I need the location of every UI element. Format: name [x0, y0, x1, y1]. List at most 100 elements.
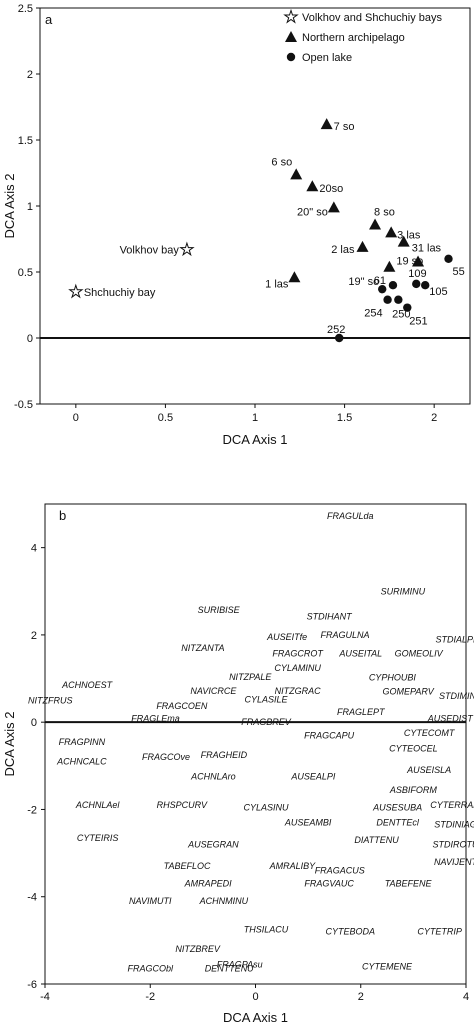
- circle-point: [378, 284, 387, 294]
- y-tick-label: 4: [31, 543, 37, 555]
- legend-marker-triangle: [285, 31, 297, 42]
- circle-point: [412, 279, 421, 289]
- species-label: NITZGRAC: [275, 686, 321, 696]
- circle-point: [403, 303, 412, 312]
- point-label: 250: [392, 309, 410, 321]
- x-axis-title: DCA Axis 1: [223, 1010, 288, 1025]
- species-label: CYTEIRIS: [77, 833, 119, 843]
- x-tick-label: 0.5: [158, 412, 173, 424]
- species-label: CYTEBODA: [325, 927, 375, 937]
- species-label: AMRALIBY: [269, 861, 317, 871]
- species-label: CYTETRIP: [417, 927, 462, 937]
- y-tick-label: 2: [27, 69, 33, 81]
- legend-label: Northern archipelago: [302, 32, 405, 44]
- y-tick-label: 1: [27, 201, 33, 213]
- y-tick-label: -0.5: [14, 399, 33, 411]
- species-label: FRAGBREV: [241, 717, 292, 727]
- species-label: CYTEOCEL: [389, 743, 438, 753]
- circle-point: [335, 333, 344, 343]
- panel-letter: b: [59, 508, 66, 523]
- x-tick-label: 0: [73, 412, 79, 424]
- point-label: 6 so: [271, 156, 292, 168]
- point-label: 251: [409, 316, 427, 328]
- species-label: CYTERRAM: [430, 800, 474, 810]
- y-tick-label: 2.5: [18, 3, 33, 15]
- species-label: TABEFENE: [385, 879, 433, 889]
- species-label: NAVICRCE: [190, 686, 237, 696]
- species-label: STDIMINU: [439, 691, 474, 701]
- star-point: [68, 283, 84, 299]
- legend-label: Volkhov and Shchuchiy bays: [302, 12, 443, 24]
- species-label: AUSEISLA: [406, 765, 451, 775]
- plot-frame: [39, 7, 471, 405]
- species-label: ACHNCALC: [56, 756, 107, 766]
- species-label: AUSESUBA: [372, 802, 422, 812]
- species-label: STDIROTU: [432, 839, 474, 849]
- triangle-point: [327, 201, 340, 213]
- point-label: 1 las: [265, 278, 289, 290]
- legend-marker-circle: [286, 52, 296, 62]
- star-point: [179, 241, 195, 257]
- species-label: FRAGULda: [327, 511, 374, 521]
- point-label: 20" so: [297, 206, 328, 218]
- species-label: NAVIMUTI: [129, 896, 172, 906]
- species-label: DENTTEcl: [376, 818, 420, 828]
- x-tick-label: -4: [40, 991, 50, 1003]
- y-tick-label: -4: [27, 892, 37, 904]
- species-label: AUSEAMBI: [284, 818, 332, 828]
- triangle-point: [288, 271, 301, 283]
- triangle-point: [383, 260, 396, 272]
- species-label: AUSEALPI: [290, 772, 336, 782]
- species-label: FRAGACUS: [315, 866, 365, 876]
- point-label: 2 las: [331, 244, 355, 256]
- species-label: FRAGLEma: [131, 713, 180, 723]
- x-tick-label: 1: [252, 412, 258, 424]
- point-label: 55: [453, 266, 465, 278]
- legend-label: Open lake: [302, 52, 352, 64]
- series-star: Volkhov bay Shchuchiy bay: [68, 241, 195, 299]
- species-label: FRAGHEID: [201, 750, 248, 760]
- y-tick-label: -2: [27, 804, 37, 816]
- x-tick-label: 1.5: [337, 412, 352, 424]
- species-label: NAVIJENT: [434, 857, 474, 867]
- species-label: DIATTENU: [354, 835, 399, 845]
- point-label: 20so: [319, 183, 343, 195]
- point-label: 19" so: [348, 276, 379, 288]
- species-label: ACHNLAro: [190, 772, 236, 782]
- x-tick-label: 4: [463, 991, 469, 1003]
- y-axis-title: DCA Axis 2: [2, 711, 17, 776]
- point-label: 3 las: [397, 229, 421, 241]
- species-label: STDIALPI: [435, 634, 474, 644]
- y-tick-label: 2: [31, 630, 37, 642]
- species-label: ACHNOEST: [61, 680, 114, 690]
- species-label: NITZFRUS: [28, 695, 73, 705]
- x-axis-title: DCA Axis 1: [222, 432, 287, 447]
- point-label: Volkhov bay: [120, 245, 180, 257]
- species-label: FRAGCAPU: [304, 730, 355, 740]
- species-label: NITZANTA: [181, 643, 224, 653]
- y-tick-label: 0: [27, 333, 33, 345]
- triangle-point: [356, 240, 369, 252]
- point-label: Shchuchiy bay: [84, 287, 156, 299]
- species-label: GOMEOLIV: [395, 649, 444, 659]
- point-label: 252: [327, 324, 345, 336]
- species-label: CYLAMINU: [274, 663, 321, 673]
- triangle-point: [320, 118, 333, 130]
- species-label: ACHNLAel: [75, 800, 121, 810]
- species-label: FRAGPINN: [59, 737, 106, 747]
- triangle-point: [306, 180, 319, 192]
- legend-marker-star: [283, 8, 299, 24]
- point-label: 8 so: [374, 206, 395, 218]
- species-label: STDIHANT: [307, 612, 354, 622]
- species-label: AUSEITfe: [266, 632, 307, 642]
- point-label: 31 las: [412, 243, 442, 255]
- species-label: NITZBREV: [175, 944, 221, 954]
- triangle-point: [412, 255, 425, 267]
- point-label: 7 so: [334, 121, 355, 133]
- circle-point: [383, 295, 392, 304]
- species-label: FRAGLEPT: [337, 707, 386, 717]
- panel-a: 0 0.5 1 1.5 2 -0.5 0 0.5 1 1.5 2 2.5 DCA Axis 1 DCA A…: [2, 3, 471, 447]
- species-label: TABEFLOC: [164, 861, 211, 871]
- y-tick-label: 0: [31, 717, 37, 729]
